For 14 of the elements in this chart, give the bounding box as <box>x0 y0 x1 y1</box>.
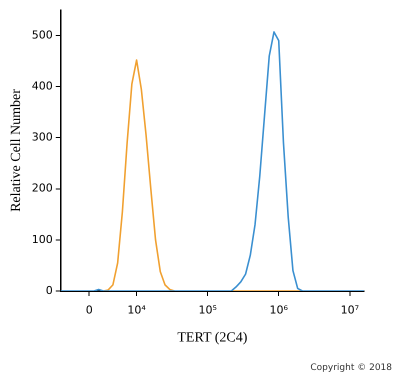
y-tick-label: 200 <box>32 182 53 195</box>
y-tick-label: 0 <box>46 284 53 297</box>
x-tick-label: 10⁶ <box>270 303 289 316</box>
x-tick-label: 10⁵ <box>198 303 217 316</box>
y-tick-label: 400 <box>32 79 53 92</box>
x-tick-label: 0 <box>86 303 93 316</box>
y-tick-label: 100 <box>32 232 53 246</box>
y-axis-title: Relative Cell Number <box>9 88 24 212</box>
x-tick-label: 10⁷ <box>340 303 359 316</box>
x-tick-label: 10⁴ <box>127 303 146 316</box>
x-axis-title: TERT (2C4) <box>177 330 248 346</box>
y-tick-label: 300 <box>32 130 53 144</box>
text: Copyright © 2018 <box>310 362 392 373</box>
y-tick-label: 500 <box>32 28 53 42</box>
